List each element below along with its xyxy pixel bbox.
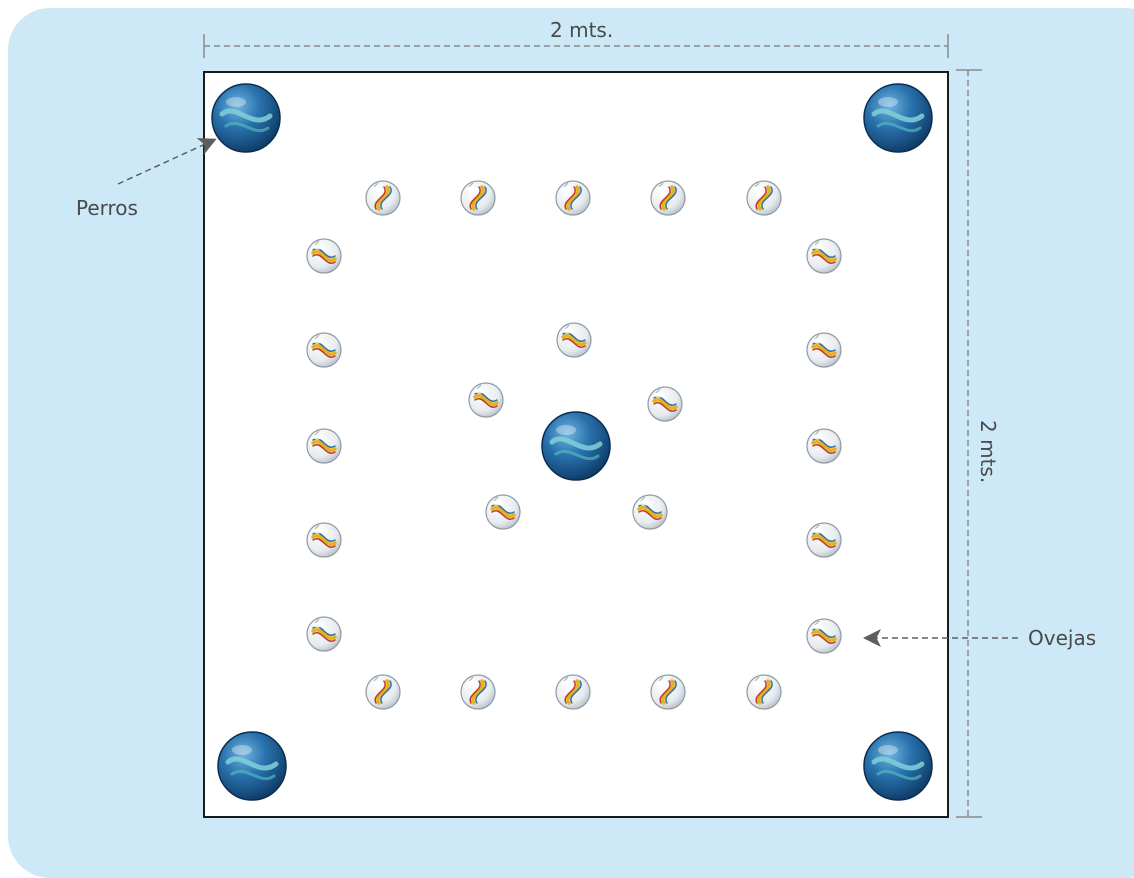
sheep-marble-icon (647, 386, 683, 422)
sheep-marble-icon (306, 616, 342, 652)
sheep-marble-icon (746, 180, 782, 216)
sheep-marble-icon (365, 180, 401, 216)
sheep-marble-icon (306, 238, 342, 274)
height-label: 2 mts. (976, 420, 1000, 484)
width-label: 2 mts. (550, 18, 614, 42)
sheep-marble-icon (806, 522, 842, 558)
dog-marble-icon (211, 83, 281, 153)
width-dimension-line (203, 34, 949, 58)
sheep-marble-icon (806, 238, 842, 274)
dog-marble-icon (217, 731, 287, 801)
sheep-marble-icon (460, 180, 496, 216)
sheep-marble-icon (632, 494, 668, 530)
sheep-marble-icon (806, 428, 842, 464)
sheep-marble-icon (306, 428, 342, 464)
dog-marble-icon (863, 731, 933, 801)
sheep-label: Ovejas (1028, 626, 1097, 650)
dog-marble-icon (541, 411, 611, 481)
dog-marble-icon (863, 83, 933, 153)
sheep-marble-icon (806, 332, 842, 368)
sheep-marble-icon (650, 674, 686, 710)
sheep-marble-icon (555, 180, 591, 216)
sheep-marble-icon (306, 332, 342, 368)
sheep-marble-icon (365, 674, 401, 710)
dogs-pointer-arrow (117, 138, 217, 185)
dogs-label: Perros (76, 196, 138, 220)
sheep-marble-icon (556, 322, 592, 358)
sheep-marble-icon (468, 382, 504, 418)
sheep-marble-icon (806, 618, 842, 654)
sheep-marble-icon (306, 522, 342, 558)
height-dimension-line (956, 69, 982, 818)
sheep-marble-icon (650, 180, 686, 216)
sheep-marble-icon (746, 674, 782, 710)
sheep-marble-icon (460, 674, 496, 710)
sheep-marble-icon (555, 674, 591, 710)
sheep-marble-icon (485, 494, 521, 530)
